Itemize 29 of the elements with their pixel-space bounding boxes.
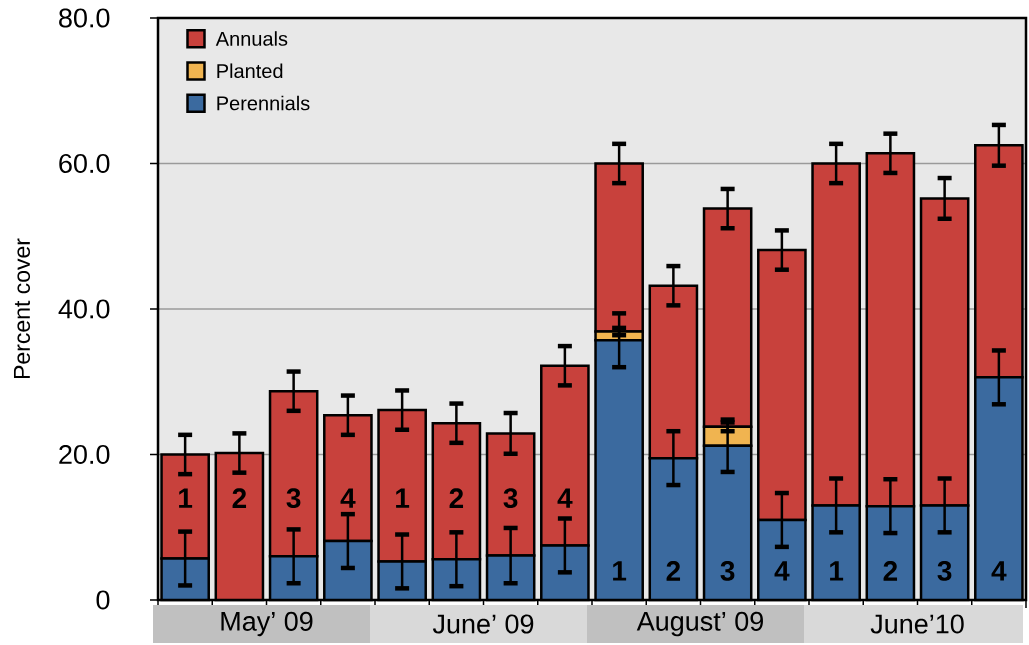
legend-label: Perennials bbox=[217, 95, 310, 111]
x-tick-label: 4 bbox=[774, 561, 790, 581]
y-tick-label: 0 bbox=[96, 590, 110, 610]
x-tick-label: 3 bbox=[720, 560, 735, 581]
y-tick-label: 80.0 bbox=[59, 8, 110, 28]
x-tick-label: 4 bbox=[340, 488, 356, 508]
x-tick-label: 1 bbox=[179, 488, 193, 508]
x-tick-label: 2 bbox=[449, 488, 464, 508]
x-tick-label: 2 bbox=[666, 561, 681, 581]
x-tick-label: 1 bbox=[830, 561, 844, 581]
text: August’ 09 bbox=[636, 611, 763, 637]
text: May’ 09 bbox=[221, 611, 313, 637]
legend-label: Annuals bbox=[215, 31, 288, 46]
text: June’ 09 bbox=[432, 614, 534, 634]
x-tick-label: 4 bbox=[991, 561, 1007, 581]
text: June’10 bbox=[870, 614, 964, 634]
legend-label: Planted bbox=[217, 63, 283, 79]
x-tick-label: 3 bbox=[286, 488, 301, 509]
x-tick-label: 1 bbox=[396, 488, 410, 508]
x-tick-label: 3 bbox=[937, 560, 952, 581]
y-tick-label: 40.0 bbox=[58, 299, 110, 319]
y-tick-label: 20.0 bbox=[59, 444, 110, 465]
x-tick-label: 1 bbox=[613, 561, 627, 581]
x-tick-label: 4 bbox=[557, 488, 573, 508]
y-tick-label: 60.0 bbox=[59, 153, 110, 174]
x-tick-label: 2 bbox=[883, 561, 898, 581]
x-tick-label: 2 bbox=[232, 488, 247, 508]
y-axis-title: Percent cover bbox=[13, 238, 31, 379]
x-tick-label: 3 bbox=[503, 488, 518, 509]
